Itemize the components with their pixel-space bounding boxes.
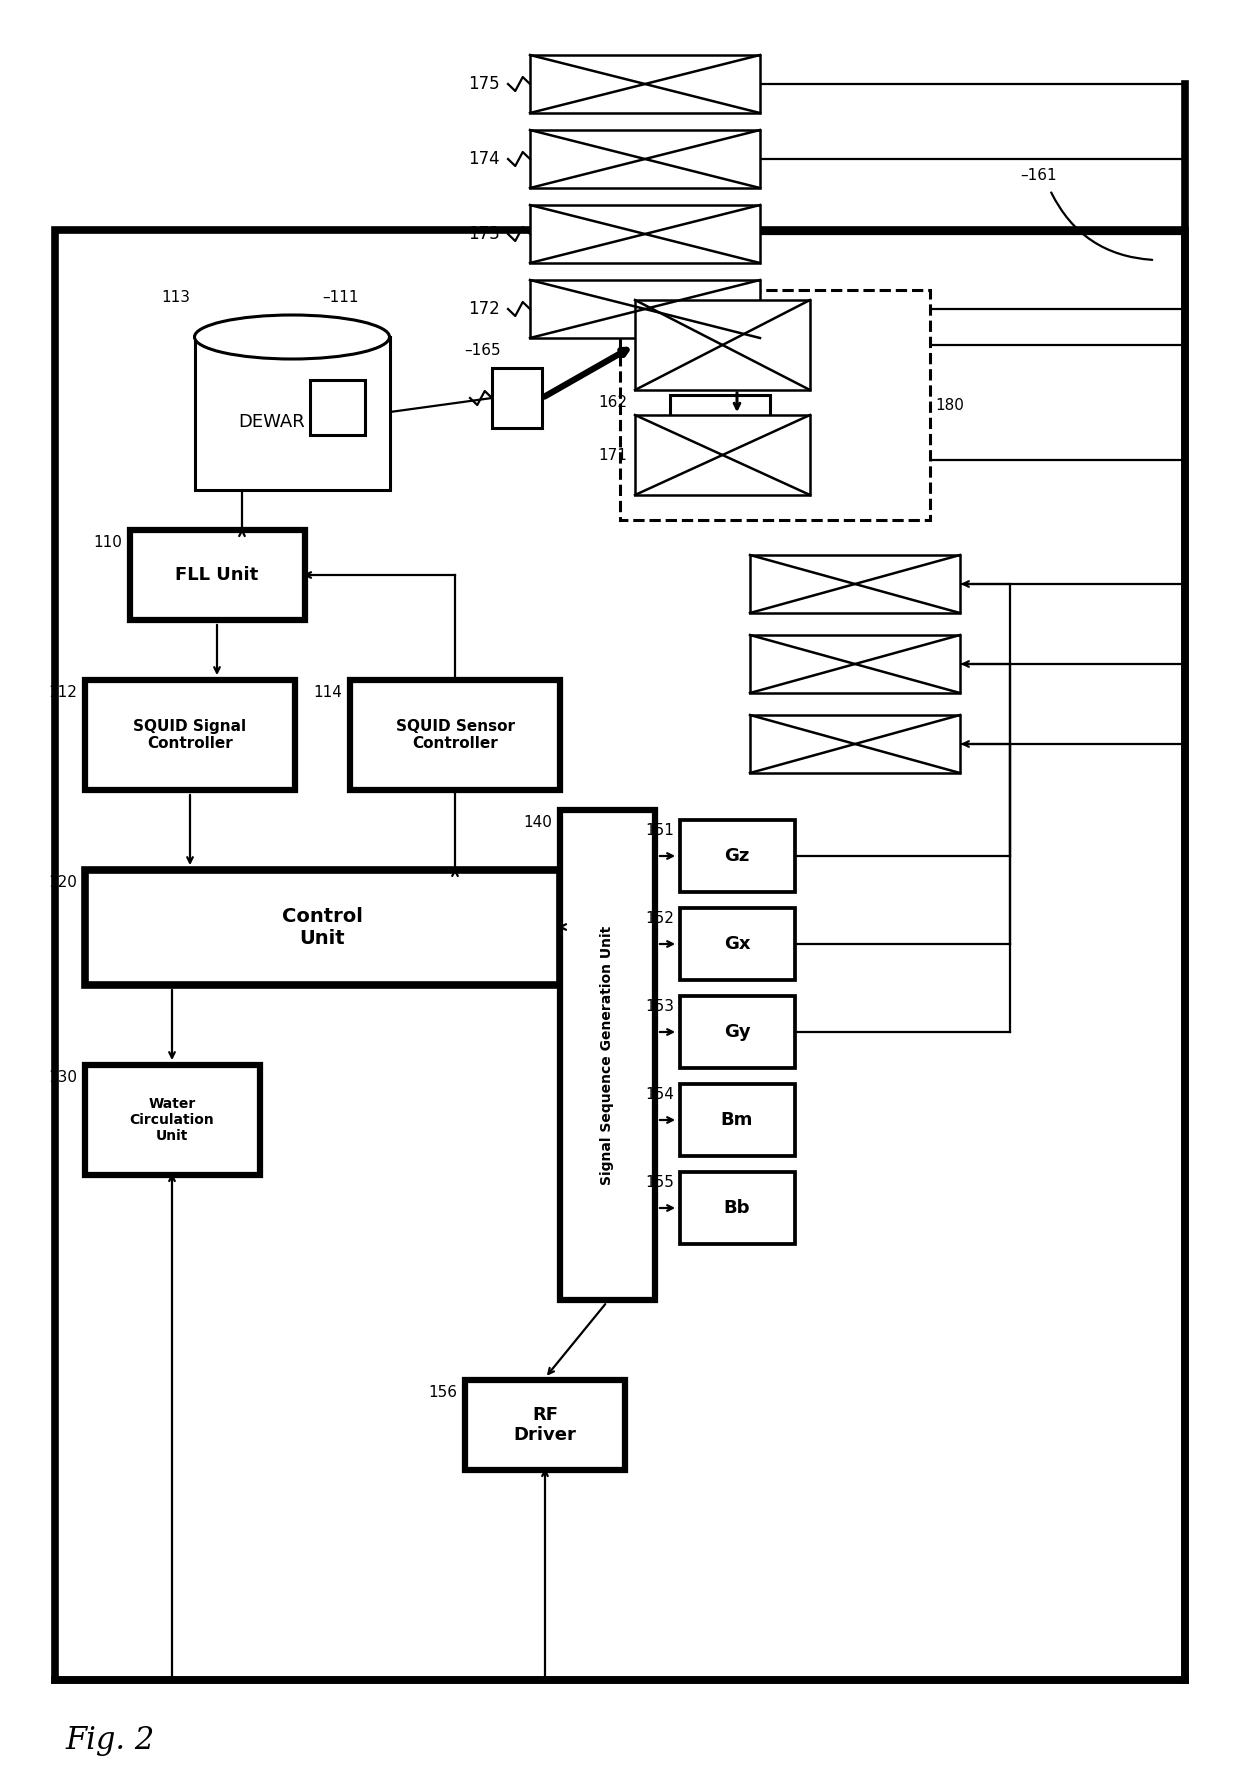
Bar bbox=[680, 1084, 795, 1156]
Text: 172: 172 bbox=[469, 299, 500, 317]
Text: 174: 174 bbox=[469, 151, 500, 168]
Bar bbox=[195, 337, 391, 489]
Bar bbox=[750, 634, 960, 694]
Ellipse shape bbox=[195, 315, 389, 358]
Bar bbox=[620, 290, 930, 520]
Bar bbox=[680, 1172, 795, 1244]
Text: Bm: Bm bbox=[720, 1111, 753, 1129]
Bar bbox=[560, 810, 655, 1299]
Text: Water
Circulation
Unit: Water Circulation Unit bbox=[130, 1097, 215, 1143]
Bar bbox=[680, 996, 795, 1068]
Text: 112: 112 bbox=[48, 685, 77, 699]
Text: 180: 180 bbox=[935, 398, 963, 412]
Bar bbox=[670, 394, 770, 444]
Bar bbox=[465, 1380, 625, 1469]
Text: 153: 153 bbox=[645, 998, 675, 1014]
Text: RF
Driver: RF Driver bbox=[513, 1405, 577, 1444]
Bar bbox=[680, 909, 795, 980]
Text: DEWAR: DEWAR bbox=[238, 412, 305, 432]
Bar bbox=[750, 556, 960, 613]
Text: 162: 162 bbox=[598, 394, 627, 410]
Text: 130: 130 bbox=[48, 1070, 77, 1084]
Text: Fig. 2: Fig. 2 bbox=[66, 1724, 155, 1756]
Text: 154: 154 bbox=[645, 1086, 675, 1102]
Bar bbox=[635, 299, 810, 391]
Bar bbox=[750, 715, 960, 772]
Text: 152: 152 bbox=[645, 910, 675, 925]
Text: Gz: Gz bbox=[724, 848, 750, 866]
Text: SQUID Signal
Controller: SQUID Signal Controller bbox=[134, 719, 247, 751]
Text: 155: 155 bbox=[645, 1174, 675, 1190]
Bar bbox=[350, 679, 560, 790]
Text: Signal Sequence Generation Unit: Signal Sequence Generation Unit bbox=[600, 925, 614, 1185]
Bar bbox=[529, 204, 760, 263]
Text: 140: 140 bbox=[523, 815, 552, 830]
Text: Control
Unit: Control Unit bbox=[281, 907, 362, 948]
Bar bbox=[130, 530, 305, 620]
Text: 151: 151 bbox=[645, 823, 675, 837]
Text: 171: 171 bbox=[598, 448, 627, 462]
Text: Gx: Gx bbox=[724, 935, 750, 953]
Bar bbox=[680, 821, 795, 892]
Text: 175: 175 bbox=[469, 75, 500, 93]
Text: –161: –161 bbox=[1021, 167, 1056, 183]
Text: 113: 113 bbox=[161, 290, 190, 305]
Text: 173: 173 bbox=[469, 226, 500, 244]
Bar bbox=[635, 416, 810, 495]
Bar bbox=[310, 380, 365, 435]
Text: Gy: Gy bbox=[724, 1023, 750, 1041]
Bar bbox=[55, 229, 1185, 1681]
Bar bbox=[529, 131, 760, 188]
Bar bbox=[529, 280, 760, 339]
Bar bbox=[86, 869, 560, 986]
Text: 110: 110 bbox=[93, 534, 122, 550]
Bar bbox=[492, 367, 542, 428]
Text: –111: –111 bbox=[322, 290, 358, 305]
Text: FLL Unit: FLL Unit bbox=[175, 566, 259, 584]
Text: 114: 114 bbox=[314, 685, 342, 699]
Bar bbox=[86, 1064, 260, 1176]
Text: SQUID Sensor
Controller: SQUID Sensor Controller bbox=[396, 719, 515, 751]
Text: –165: –165 bbox=[464, 342, 501, 357]
Text: Bb: Bb bbox=[724, 1199, 750, 1217]
Text: 120: 120 bbox=[48, 874, 77, 889]
Bar bbox=[529, 56, 760, 113]
Bar bbox=[86, 679, 295, 790]
Text: 156: 156 bbox=[428, 1385, 458, 1400]
